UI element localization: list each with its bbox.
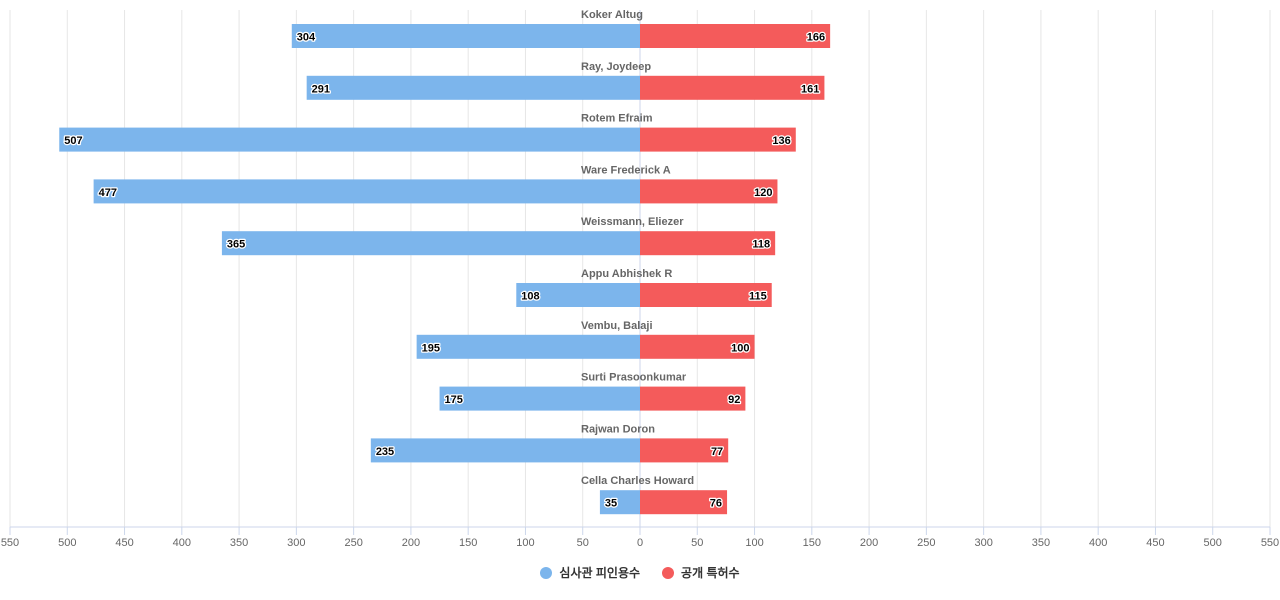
bar-citations <box>306 75 640 100</box>
diverging-bar-chart: 550 500 450 400 350 300 250 200 150 100 50 0 50 100 15… <box>1 9 1279 549</box>
x-tick-label: 300 <box>974 537 992 549</box>
x-tick-label: 400 <box>173 537 191 549</box>
category-label: Cella Charles Howard <box>581 475 694 487</box>
category-label: Vembu, Balaji <box>581 320 653 332</box>
data-label-patents: 136 <box>772 135 790 147</box>
data-label-patents: 118 <box>752 239 770 251</box>
data-label-citations: 108 <box>521 291 539 303</box>
bar-citations <box>370 438 640 463</box>
legend-marker-blue <box>540 566 553 579</box>
data-label-patents: 92 <box>728 394 740 406</box>
bar-citations <box>416 334 640 359</box>
x-tick-label: 300 <box>287 537 305 549</box>
data-label-citations: 175 <box>445 394 463 406</box>
x-tick-label: 400 <box>1089 537 1107 549</box>
legend-label: 심사관 피인용수 <box>559 566 641 580</box>
category-label: Koker Altug <box>581 9 643 21</box>
bar-citations <box>93 179 641 204</box>
x-tick-label: 500 <box>1204 537 1222 549</box>
data-label-patents: 166 <box>807 32 825 44</box>
data-label-citations: 195 <box>422 342 440 354</box>
x-tick-label: 350 <box>1032 537 1050 549</box>
legend-marker-red <box>662 566 675 579</box>
bar-patents <box>640 24 831 48</box>
x-tick-label: 50 <box>577 537 589 549</box>
x-tick-label: 350 <box>230 537 248 549</box>
bar-patents <box>640 490 728 515</box>
data-label-patents: 76 <box>710 498 722 510</box>
data-label-citations: 235 <box>376 446 394 458</box>
x-tick-label: 250 <box>917 537 935 549</box>
data-label-patents: 161 <box>801 83 819 95</box>
data-label-citations: 477 <box>99 187 117 199</box>
bar-citations <box>599 490 640 515</box>
category-label: Surti Prasoonkumar <box>581 372 687 384</box>
bar-citations <box>516 283 640 307</box>
x-tick-label: 100 <box>745 537 763 549</box>
x-tick-label: 100 <box>516 537 534 549</box>
bar-patents <box>640 231 776 256</box>
category-label: Appu Abhishek R <box>581 268 672 280</box>
category-label: Rajwan Doron <box>581 423 655 435</box>
bar-citations <box>221 231 640 256</box>
x-tick-label: 500 <box>58 537 76 549</box>
bar-patents <box>640 127 796 152</box>
bar-citations <box>291 24 640 48</box>
legend-label: 공개 특허수 <box>681 566 740 580</box>
data-label-patents: 120 <box>754 187 772 199</box>
category-label: Ware Frederick A <box>581 164 671 176</box>
x-tick-label: 0 <box>637 537 643 549</box>
bar-patents <box>640 179 778 204</box>
bar-patents <box>640 283 772 307</box>
x-tick-label: 150 <box>803 537 821 549</box>
x-tick-label: 250 <box>344 537 362 549</box>
legend-item-patents[interactable]: 공개 특허수 <box>662 564 740 581</box>
x-tick-label: 50 <box>691 537 703 549</box>
bar-citations <box>59 127 641 152</box>
x-tick-label: 550 <box>1261 537 1279 549</box>
category-label: Rotem Efraim <box>581 113 653 125</box>
x-tick-label: 200 <box>860 537 878 549</box>
x-tick-label: 450 <box>115 537 133 549</box>
data-label-citations: 304 <box>297 32 316 44</box>
data-label-patents: 115 <box>749 291 767 303</box>
legend: 심사관 피인용수 공개 특허수 <box>0 564 1280 581</box>
data-label-citations: 507 <box>64 135 82 147</box>
data-label-citations: 35 <box>605 498 617 510</box>
category-label: Weissmann, Eliezer <box>581 216 684 228</box>
bar-patents <box>640 334 755 359</box>
data-label-citations: 365 <box>227 239 245 251</box>
data-label-patents: 100 <box>731 342 749 354</box>
x-tick-label: 150 <box>459 537 477 549</box>
data-label-citations: 291 <box>312 83 330 95</box>
legend-item-citations[interactable]: 심사관 피인용수 <box>540 564 640 581</box>
bar-patents <box>640 75 825 100</box>
category-label: Ray, Joydeep <box>581 61 651 73</box>
bar-citations <box>439 386 640 411</box>
bar-patents <box>640 438 729 463</box>
data-label-patents: 77 <box>711 446 723 458</box>
bar-patents <box>640 386 746 411</box>
x-tick-label: 200 <box>402 537 420 549</box>
x-tick-label: 550 <box>1 537 19 549</box>
x-tick-label: 450 <box>1146 537 1164 549</box>
